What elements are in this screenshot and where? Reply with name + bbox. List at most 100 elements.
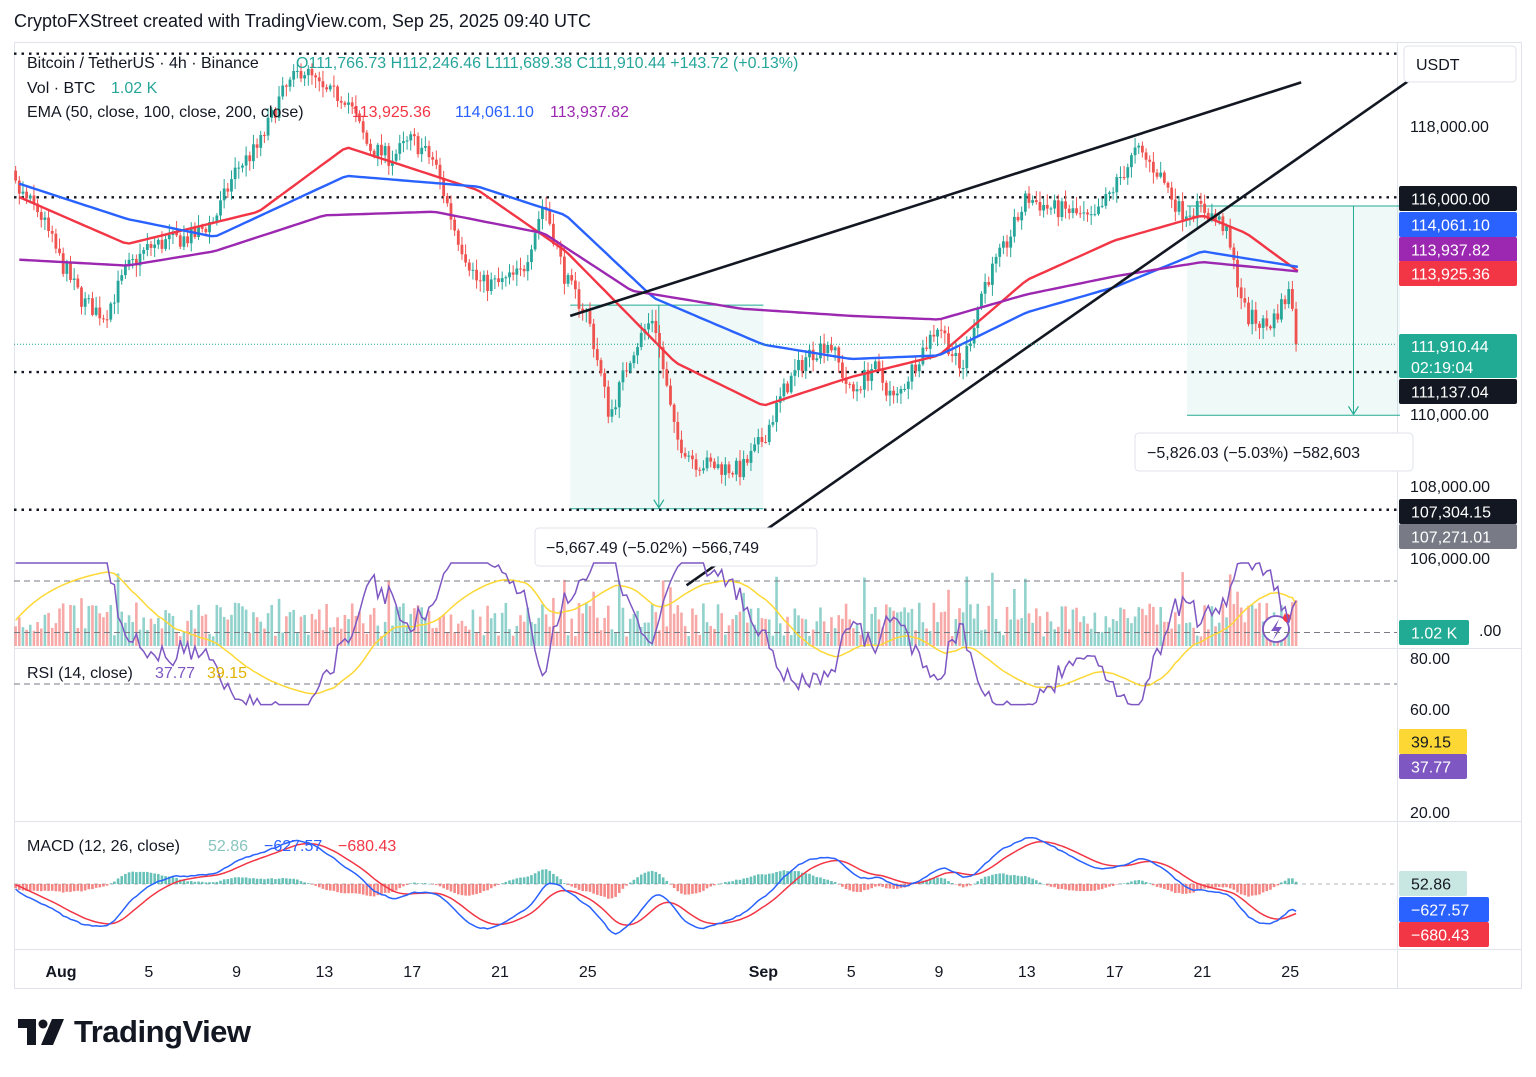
candle-body [208,222,211,233]
macd-histogram-bar [1130,881,1133,884]
volume-bar [1119,607,1122,646]
macd-histogram-bar [994,873,998,884]
macd-histogram-bar [237,877,241,884]
volume-bar [863,577,866,646]
lightning-icon[interactable] [1262,614,1291,643]
candle [742,450,746,481]
candle [365,129,369,146]
macd-histogram-bar [511,879,515,884]
candle [508,264,511,285]
candle-body [39,212,43,220]
macd-histogram-bar [1111,884,1115,886]
volume-bar [259,621,263,646]
macd-histogram-bar [661,877,665,884]
volume-bar [244,609,248,646]
ema-100-line [18,174,1299,361]
candle [1038,191,1042,216]
volume-bar [219,607,222,646]
volume-bar [687,636,691,646]
candle-body [537,218,541,234]
candle [1119,166,1122,185]
macd-histogram-bar [467,884,471,896]
candle-body [1020,211,1024,221]
macd-histogram-bar [1108,884,1111,887]
volume-bar [1024,578,1027,646]
time-tick: 9 [232,964,241,981]
volume-bar [570,618,574,646]
candle-body [456,230,460,245]
candle [866,362,870,392]
candle-body [109,303,113,320]
candle [449,195,453,230]
macd-histogram-bar [376,884,380,896]
badge-macd-histogram-bg [1399,871,1467,896]
candle [153,238,157,257]
candle-body [661,347,665,370]
volume-bar [1133,616,1137,646]
volume-bar [1013,589,1016,646]
macd-histogram-bar [200,881,204,884]
currency-button[interactable] [1403,45,1517,83]
candle [1016,212,1020,223]
price-pane: −5,667.49 (−5.02%) −566,749 −5,826.03 (−5… [14,52,1423,646]
macd-histogram-bar [402,884,405,887]
candle-body [164,239,168,249]
candle [54,228,58,254]
macd-histogram-bar [775,871,778,884]
candle [156,238,160,250]
candle-body [552,223,555,245]
macd-histogram-bar [1141,880,1144,884]
candle-body [936,329,939,337]
candle-body [1254,309,1258,324]
volume-bar [658,630,661,646]
candle [281,77,285,100]
badge-level-111137: 111,137.04 [1399,379,1517,404]
candle [1287,281,1291,309]
candle-body [859,389,863,391]
badge-level-116000: 116,000.00 [1399,186,1517,211]
volume-bar [215,604,219,646]
macd-histogram-bar [654,871,658,884]
candle-body [398,143,402,154]
volume-bar [724,634,727,646]
candle [1148,155,1152,173]
candle [482,270,486,293]
volume-bar [599,630,603,646]
macd-histogram-bar [841,884,844,887]
volume-bar [193,628,197,646]
candle [17,176,21,205]
candle [771,415,775,428]
candle-body [464,254,468,263]
candle-body [1038,202,1042,211]
macd-histogram-bar [1166,884,1170,890]
macd-histogram-bar [1071,884,1075,891]
macd-histogram-bar [76,884,80,891]
volume-bar [1287,627,1291,646]
candle [1130,152,1133,178]
candle-body [917,364,921,372]
candle [862,361,866,398]
macd-histogram-bar [449,884,453,892]
volume-bar [720,613,723,646]
candle [453,214,457,236]
candle-body [350,102,354,107]
volume-bar [288,612,292,646]
candle [149,240,153,257]
tradingview-logo-icon [18,1019,64,1045]
volume-bar [797,615,800,646]
candle [237,161,241,179]
candle-body [723,464,727,475]
macd-histogram-bar [954,884,958,885]
candle-body [467,262,471,271]
candle-body [1009,236,1013,248]
macd-histogram-bar [314,884,317,886]
macd-histogram-bar [1115,884,1119,885]
macd-histogram-bar [1020,876,1023,884]
volume-bar [983,629,987,646]
tradingview-logo[interactable]: TradingView [18,1014,251,1050]
volume-bar [369,614,372,646]
candle-body [969,343,972,346]
volume-bar [1075,607,1078,646]
macd-histogram-bar [987,876,991,884]
